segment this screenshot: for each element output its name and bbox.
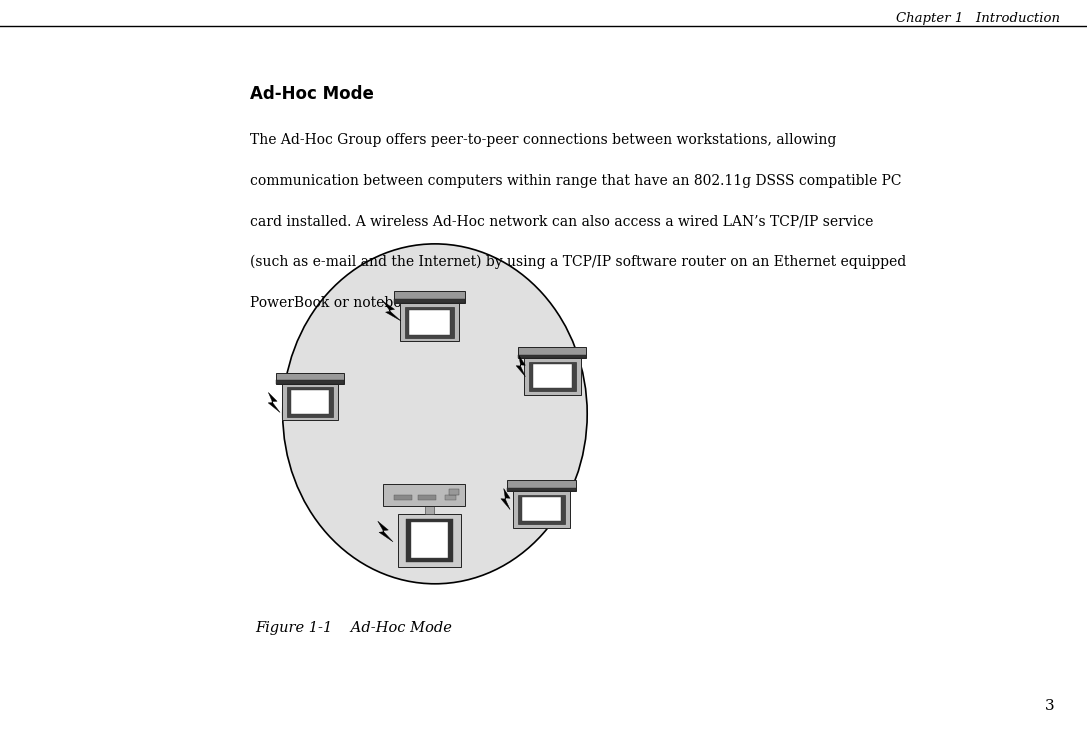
Bar — [508, 480, 575, 491]
Bar — [508, 488, 575, 491]
Ellipse shape — [283, 244, 587, 584]
Bar — [418, 495, 436, 500]
Bar — [533, 364, 571, 388]
Bar — [519, 347, 586, 358]
Text: Chapter 1   Introduction: Chapter 1 Introduction — [897, 12, 1060, 25]
Bar — [405, 519, 453, 562]
Bar — [287, 387, 333, 417]
Polygon shape — [378, 521, 393, 542]
Polygon shape — [517, 355, 525, 377]
Text: communication between computers within range that have an 802.11g DSSS compatibl: communication between computers within r… — [250, 174, 902, 188]
Bar — [446, 495, 456, 500]
Bar — [394, 495, 412, 500]
Text: 3: 3 — [1045, 699, 1055, 713]
Bar — [276, 381, 344, 384]
Bar — [522, 497, 560, 521]
Bar — [383, 484, 465, 506]
Bar — [524, 358, 581, 395]
Bar — [276, 372, 344, 384]
Bar — [519, 494, 565, 524]
Text: Ad-Hoc Mode: Ad-Hoc Mode — [250, 85, 373, 103]
Bar — [530, 361, 575, 391]
Bar — [393, 299, 465, 303]
Bar — [449, 489, 460, 495]
Bar — [425, 505, 434, 514]
Bar — [519, 355, 586, 358]
Bar — [290, 390, 329, 414]
Bar — [410, 310, 450, 335]
Text: The Ad-Hoc Group offers peer-to-peer connections between workstations, allowing: The Ad-Hoc Group offers peer-to-peer con… — [250, 133, 836, 147]
Text: PowerBook or notebook.: PowerBook or notebook. — [250, 296, 423, 310]
Bar — [282, 384, 339, 420]
Bar — [397, 514, 461, 567]
Polygon shape — [269, 392, 281, 412]
Bar — [405, 307, 454, 338]
Polygon shape — [501, 488, 510, 510]
Bar — [411, 522, 448, 558]
Text: card installed. A wireless Ad-Hoc network can also access a wired LAN’s TCP/IP s: card installed. A wireless Ad-Hoc networ… — [250, 214, 874, 228]
Bar — [393, 291, 465, 303]
Bar — [400, 303, 460, 341]
Text: (such as e-mail and the Internet) by using a TCP/IP software router on an Ethern: (such as e-mail and the Internet) by usi… — [250, 255, 906, 269]
Text: Figure 1-1    Ad-Hoc Mode: Figure 1-1 Ad-Hoc Mode — [256, 621, 452, 635]
Polygon shape — [383, 302, 401, 321]
Bar — [513, 491, 570, 528]
